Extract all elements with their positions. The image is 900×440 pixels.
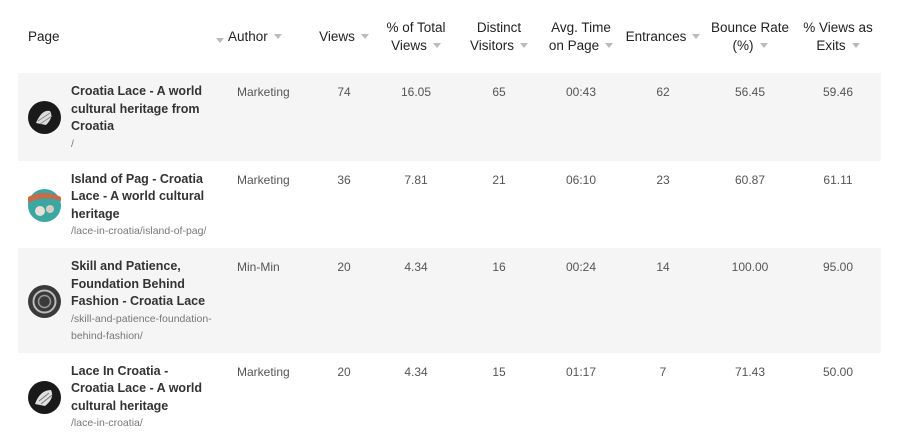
thumbnail [28, 381, 61, 414]
header-label: % Views as Exits [803, 20, 873, 53]
table-row: Croatia Lace - A world cultural heritage… [18, 73, 881, 161]
header-label: Entrances [626, 29, 687, 44]
page-info: Lace In Croatia - Croatia Lace - A world… [28, 363, 212, 433]
author-cell: Marketing [218, 353, 313, 440]
stat-cell: 100.00 [705, 248, 795, 353]
page-cell: Island of Pag - Croatia Lace - A world c… [18, 161, 218, 249]
table-row: Lace In Croatia - Croatia Lace - A world… [18, 353, 881, 440]
page-url: /lace-in-croatia/ [71, 415, 212, 432]
stat-cell: 06:10 [541, 161, 621, 249]
page: Page Author Views % of Total Views Distinct … [0, 0, 900, 430]
page-text: Croatia Lace - A world cultural heritage… [71, 83, 212, 153]
column-header[interactable]: Entrances [621, 0, 705, 73]
stat-cell: 7.81 [375, 161, 457, 249]
page-cell: Croatia Lace - A world cultural heritage… [18, 73, 218, 161]
stat-cell: 95.00 [795, 248, 881, 353]
page-url: /skill-and-patience-foundation-behind-fa… [71, 311, 212, 345]
thumbnail [28, 101, 61, 134]
stat-cell: 71.43 [705, 353, 795, 440]
page-info: Island of Pag - Croatia Lace - A world c… [28, 171, 212, 241]
column-header[interactable]: Bounce Rate (%) [705, 0, 795, 73]
stat-cell: 23 [621, 161, 705, 249]
stat-cell: 56.45 [705, 73, 795, 161]
column-header[interactable]: Page [18, 0, 218, 73]
page-url: /lace-in-croatia/island-of-pag/ [71, 223, 212, 240]
column-header[interactable]: % Views as Exits [795, 0, 881, 73]
sort-arrow[interactable] [852, 43, 860, 48]
stat-cell: 15 [457, 353, 541, 440]
stat-cell: 59.46 [795, 73, 881, 161]
stat-cell: 7 [621, 353, 705, 440]
stat-cell: 20 [313, 248, 375, 353]
sort-arrow[interactable] [433, 43, 441, 48]
stat-cell: 36 [313, 161, 375, 249]
author-cell: Min-Min [218, 248, 313, 353]
page-text: Lace In Croatia - Croatia Lace - A world… [71, 363, 212, 433]
thumbnail [28, 189, 61, 222]
table-row: Island of Pag - Croatia Lace - A world c… [18, 161, 881, 249]
stat-cell: 14 [621, 248, 705, 353]
stat-cell: 60.87 [705, 161, 795, 249]
column-header[interactable]: Author [218, 0, 313, 73]
sort-arrow[interactable] [274, 34, 282, 39]
sort-arrow[interactable] [520, 43, 528, 48]
stat-cell: 16 [457, 248, 541, 353]
column-header[interactable]: % of Total Views [375, 0, 457, 73]
page-cell: Lace In Croatia - Croatia Lace - A world… [18, 353, 218, 440]
header-label: Views [319, 29, 355, 44]
stat-cell: 16.05 [375, 73, 457, 161]
table-row: Skill and Patience, Foundation Behind Fa… [18, 248, 881, 353]
sort-arrow[interactable] [216, 38, 224, 43]
page-info: Skill and Patience, Foundation Behind Fa… [28, 258, 212, 345]
page-info: Croatia Lace - A world cultural heritage… [28, 83, 212, 153]
stat-cell: 74 [313, 73, 375, 161]
stat-cell: 61.11 [795, 161, 881, 249]
stat-cell: 00:24 [541, 248, 621, 353]
author-cell: Marketing [218, 73, 313, 161]
stat-cell: 62 [621, 73, 705, 161]
header-label: Author [228, 29, 268, 44]
page-title[interactable]: Island of Pag - Croatia Lace - A world c… [71, 171, 212, 224]
table-body: Croatia Lace - A world cultural heritage… [18, 73, 881, 440]
column-header[interactable]: Views [313, 0, 375, 73]
sort-arrow[interactable] [605, 43, 613, 48]
sort-arrow[interactable] [692, 34, 700, 39]
stats-table: Page Author Views % of Total Views Distinct … [18, 0, 881, 440]
page-title[interactable]: Skill and Patience, Foundation Behind Fa… [71, 258, 212, 311]
header-label: Bounce Rate (%) [711, 20, 789, 53]
page-title[interactable]: Croatia Lace - A world cultural heritage… [71, 83, 212, 136]
column-header[interactable]: Avg. Time on Page [541, 0, 621, 73]
thumbnail [28, 285, 61, 318]
stat-cell: 65 [457, 73, 541, 161]
page-title[interactable]: Lace In Croatia - Croatia Lace - A world… [71, 363, 212, 416]
author-cell: Marketing [218, 161, 313, 249]
page-cell: Skill and Patience, Foundation Behind Fa… [18, 248, 218, 353]
stat-cell: 20 [313, 353, 375, 440]
header-row: Page Author Views % of Total Views Distinct … [18, 0, 881, 73]
stat-cell: 00:43 [541, 73, 621, 161]
page-text: Skill and Patience, Foundation Behind Fa… [71, 258, 212, 345]
stat-cell: 01:17 [541, 353, 621, 440]
page-url: / [71, 136, 212, 153]
sort-arrow[interactable] [361, 34, 369, 39]
header-label: Avg. Time on Page [549, 20, 611, 53]
header-label: Page [28, 29, 60, 44]
column-header[interactable]: Distinct Visitors [457, 0, 541, 73]
stat-cell: 50.00 [795, 353, 881, 440]
header-label: Distinct Visitors [470, 20, 521, 53]
stat-cell: 4.34 [375, 353, 457, 440]
stat-cell: 4.34 [375, 248, 457, 353]
page-text: Island of Pag - Croatia Lace - A world c… [71, 171, 212, 241]
sort-arrow[interactable] [760, 43, 768, 48]
stat-cell: 21 [457, 161, 541, 249]
